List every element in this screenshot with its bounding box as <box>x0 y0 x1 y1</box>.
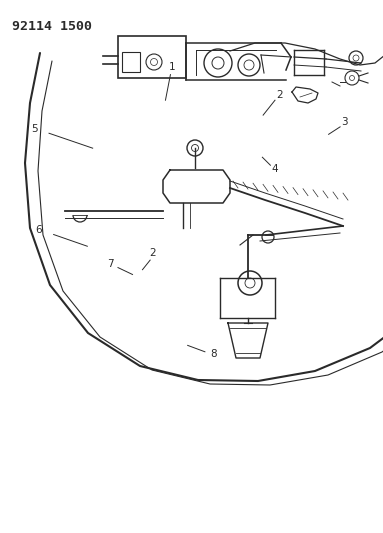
Text: 1: 1 <box>169 62 176 71</box>
Circle shape <box>151 59 157 66</box>
Circle shape <box>350 76 355 80</box>
Text: 2: 2 <box>276 90 283 100</box>
Circle shape <box>244 60 254 70</box>
Text: 3: 3 <box>341 117 348 126</box>
Circle shape <box>349 51 363 65</box>
Circle shape <box>192 144 198 151</box>
Circle shape <box>345 71 359 85</box>
Circle shape <box>238 271 262 295</box>
FancyBboxPatch shape <box>118 36 186 78</box>
Text: 6: 6 <box>35 225 42 235</box>
Circle shape <box>245 278 255 288</box>
Circle shape <box>204 49 232 77</box>
Text: 8: 8 <box>210 349 217 359</box>
Circle shape <box>187 140 203 156</box>
Text: 2: 2 <box>149 248 156 258</box>
Text: 5: 5 <box>31 124 38 134</box>
Text: 92114 1500: 92114 1500 <box>12 20 92 33</box>
Circle shape <box>212 57 224 69</box>
Text: 4: 4 <box>272 165 278 174</box>
Circle shape <box>238 54 260 76</box>
FancyBboxPatch shape <box>122 52 140 72</box>
Circle shape <box>353 55 359 61</box>
Circle shape <box>146 54 162 70</box>
Text: 7: 7 <box>107 259 114 269</box>
Circle shape <box>262 231 274 243</box>
